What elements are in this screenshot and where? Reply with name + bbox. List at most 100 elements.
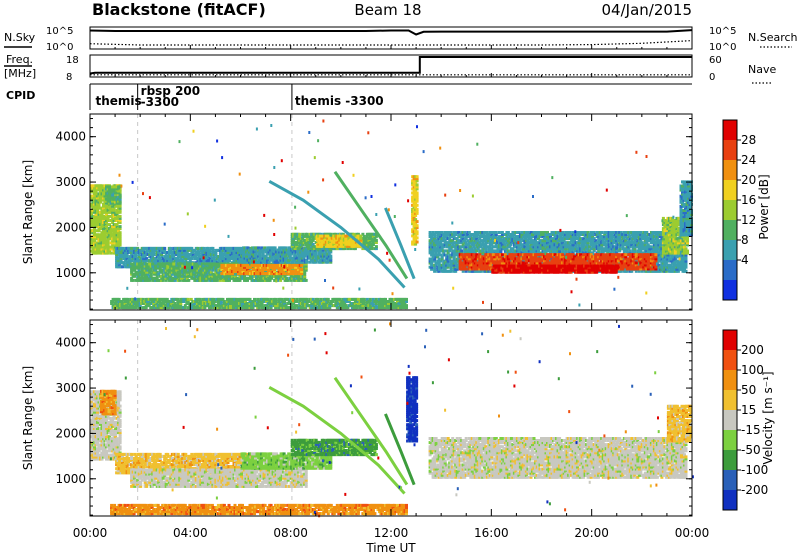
power-data-cell bbox=[292, 302, 296, 305]
power-data-cell bbox=[308, 256, 312, 260]
power-data-cell bbox=[164, 259, 168, 263]
power-data-cell bbox=[194, 255, 198, 259]
power-data-cell bbox=[157, 255, 161, 259]
power-data-cell bbox=[403, 302, 407, 305]
power-data-cell bbox=[94, 200, 98, 204]
power-data-cell bbox=[212, 297, 216, 301]
power-data-cell bbox=[134, 262, 138, 266]
power-data-cell bbox=[114, 302, 118, 305]
power-data-cell bbox=[466, 233, 470, 236]
power-data-cell bbox=[106, 241, 110, 245]
power-data-cell bbox=[370, 245, 374, 249]
power-data-cell bbox=[415, 179, 419, 183]
power-data-cell bbox=[294, 272, 298, 276]
power-data-cell bbox=[464, 235, 468, 239]
power-data-cell bbox=[411, 234, 415, 238]
power-data-cell bbox=[222, 300, 226, 303]
power-data-cell bbox=[255, 278, 258, 282]
power-data-cell bbox=[158, 300, 162, 303]
power-data-cell bbox=[108, 199, 112, 203]
power-data-cell bbox=[396, 300, 399, 303]
power-data-cell bbox=[115, 223, 119, 227]
power-data-cell bbox=[231, 265, 234, 269]
power-data-cell bbox=[162, 302, 166, 305]
power-data-cell bbox=[158, 264, 162, 268]
power-data-cell bbox=[431, 231, 435, 234]
power-data-cell bbox=[228, 255, 231, 259]
power-data-cell bbox=[446, 265, 450, 269]
power-data-cell bbox=[172, 248, 176, 252]
power-data-cell bbox=[293, 306, 297, 310]
power-data-cell bbox=[102, 202, 105, 206]
power-data-cell bbox=[105, 185, 108, 189]
power-data-cell bbox=[390, 297, 393, 301]
power-data-cell bbox=[158, 257, 162, 261]
power-data-cell bbox=[300, 258, 304, 262]
power-data-cell bbox=[260, 246, 264, 250]
power-data-cell bbox=[500, 231, 504, 234]
power-data-cell bbox=[502, 241, 506, 245]
n-search-series bbox=[89, 40, 693, 46]
power-data-cell bbox=[246, 263, 249, 267]
power-data-cell bbox=[326, 238, 330, 242]
power-data-cell bbox=[224, 306, 228, 310]
power-data-cell bbox=[320, 247, 324, 251]
power-data-cell bbox=[326, 242, 330, 246]
power-data-cell bbox=[304, 306, 308, 310]
power-data-cell bbox=[371, 243, 375, 246]
power-data-cell bbox=[97, 225, 101, 229]
power-data-cell bbox=[255, 256, 259, 260]
power-data-cell bbox=[415, 199, 419, 203]
power-data-cell bbox=[206, 246, 210, 250]
power-data-cell bbox=[365, 302, 369, 305]
power-data-cell bbox=[339, 238, 343, 242]
power-data-cell bbox=[149, 274, 153, 278]
power-data-cell bbox=[149, 272, 153, 276]
power-data-cell bbox=[106, 235, 110, 239]
power-data-cell bbox=[110, 302, 114, 305]
power-data-cell bbox=[254, 258, 257, 262]
power-data-cell bbox=[464, 237, 468, 241]
power-data-cell bbox=[118, 239, 122, 243]
power-data-cell bbox=[115, 208, 119, 212]
power-data-cell bbox=[328, 306, 332, 310]
power-data-cell bbox=[221, 265, 225, 269]
power-data-cell bbox=[262, 268, 266, 271]
power-data-cell bbox=[118, 201, 122, 205]
power-data-cell bbox=[329, 260, 333, 264]
power-data-cell bbox=[202, 264, 206, 268]
power-data-cell bbox=[102, 243, 105, 247]
power-data-cell bbox=[414, 228, 418, 232]
noise-left-label: N.Sky bbox=[4, 31, 36, 44]
power-data-cell bbox=[134, 253, 138, 256]
power-data-cell bbox=[374, 241, 378, 244]
n-sky-series bbox=[89, 29, 693, 36]
power-data-cell bbox=[326, 260, 330, 264]
power-data-cell bbox=[118, 233, 122, 237]
power-data-cell bbox=[295, 245, 299, 249]
power-data-cell bbox=[269, 297, 273, 301]
power-data-cell bbox=[128, 257, 132, 261]
power-data-cell bbox=[160, 270, 164, 274]
frequency-panel: Freq. [MHz] 18 8 60 0 Nave bbox=[4, 53, 776, 84]
power-data-cell bbox=[415, 207, 419, 211]
power-data-cell bbox=[214, 251, 218, 254]
power-data-cell bbox=[290, 252, 294, 256]
power-data-cell bbox=[111, 241, 115, 245]
power-data-cell bbox=[97, 241, 101, 245]
power-data-cell bbox=[327, 252, 331, 256]
power-data-cell bbox=[126, 297, 130, 301]
power-data-cell bbox=[319, 297, 323, 301]
power-data-cell bbox=[176, 257, 180, 261]
power-data-cell bbox=[118, 189, 122, 193]
power-data-cell bbox=[267, 260, 271, 264]
power-data-cell bbox=[100, 235, 104, 239]
power-data-cell bbox=[267, 268, 271, 271]
power-data-cell bbox=[117, 229, 121, 233]
power-data-cell bbox=[319, 300, 323, 303]
power-data-cell bbox=[455, 251, 459, 255]
power-data-cell bbox=[220, 272, 224, 276]
power-data-cell bbox=[173, 270, 177, 274]
power-data-cell bbox=[346, 247, 350, 251]
power-data-cell bbox=[476, 233, 480, 236]
